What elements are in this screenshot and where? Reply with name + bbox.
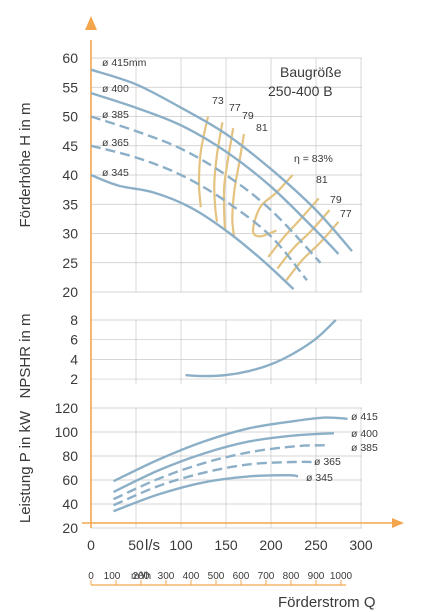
power-curve-1 <box>112 432 335 494</box>
grid-layer <box>90 57 362 585</box>
efficiency-label-7: 77 <box>340 208 352 220</box>
m3h-tick-label: 900 <box>308 571 325 582</box>
efficiency-curves-layer <box>197 116 340 281</box>
m3h-tick-label: 300 <box>158 571 175 582</box>
y-tick-label-power: 40 <box>62 496 78 512</box>
y-tick-label-power: 100 <box>55 424 79 440</box>
y-tick-label-head: 35 <box>62 196 78 212</box>
x-tick-label: 150 <box>214 537 238 553</box>
m3h-tick-label: 0 <box>88 571 94 582</box>
y-tick-label-npshr: 8 <box>70 312 78 328</box>
power-curve-3 <box>113 460 312 507</box>
y-tick-label-head: 25 <box>62 255 78 271</box>
power-curve-label-2: ø 385 <box>351 442 378 454</box>
x-tick-label: 50 <box>128 537 144 553</box>
efficiency-label-6: 79 <box>330 194 342 206</box>
y-tick-label-head: 50 <box>62 109 78 125</box>
x-axis-title: Förderstrom Q <box>278 594 376 611</box>
x-axis-arrow <box>392 518 404 528</box>
m3h-unit-label: m³/h <box>131 571 151 582</box>
y-tick-label-head: 55 <box>62 79 78 95</box>
y-tick-label-head: 30 <box>62 226 78 242</box>
efficiency-curve-3 <box>231 133 246 237</box>
x-tick-label: 0 <box>87 537 95 553</box>
chart-title: Baugröße <box>280 64 342 80</box>
y-tick-label-head: 20 <box>62 284 78 300</box>
x-tick-label: 100 <box>169 537 193 553</box>
power-curve-4 <box>113 473 299 513</box>
efficiency-curve-5 <box>267 197 320 258</box>
x-tick-label: 250 <box>304 537 328 553</box>
head-curve-label-4: ø 345 <box>102 167 129 179</box>
power-curve-label-4: ø 345 <box>306 472 333 484</box>
head-curve-3 <box>90 144 308 282</box>
axes-layer <box>82 16 404 586</box>
power-curve-label-1: ø 400 <box>351 428 378 440</box>
efficiency-label-1: 77 <box>229 102 241 114</box>
y-tick-label-power: 60 <box>62 472 78 488</box>
y-tick-label-head: 60 <box>62 50 78 66</box>
y-tick-label-power: 20 <box>62 520 78 536</box>
power-curve-label-3: ø 365 <box>314 456 341 468</box>
efficiency-curve-4 <box>251 174 294 238</box>
efficiency-label-3: 81 <box>256 122 268 134</box>
npshr-axis-title: NPSHR in m <box>17 313 34 398</box>
efficiency-label-2: 79 <box>242 110 254 122</box>
head-curve-label-2: ø 385 <box>102 109 129 121</box>
npshr-curve-0 <box>185 319 337 378</box>
m3h-tick-label: 700 <box>258 571 275 582</box>
m3h-tick-label: 600 <box>233 571 250 582</box>
y-tick-label-head: 45 <box>62 138 78 154</box>
flow-unit-label: l/s <box>145 537 160 554</box>
y-tick-label-power: 80 <box>62 448 78 464</box>
efficiency-curve-0 <box>197 116 210 208</box>
m3h-tick-label: 1000 <box>330 571 353 582</box>
y-axis-arrow <box>85 16 97 30</box>
efficiency-label-5: 81 <box>316 174 328 186</box>
head-curve-label-3: ø 365 <box>102 137 129 149</box>
power-curve-label-0: ø 415 <box>351 411 378 423</box>
head-curve-label-0: ø 415mm <box>102 57 147 69</box>
power-curve-2 <box>113 444 326 501</box>
head-axis-title: Förderhöhe H in m <box>17 102 34 227</box>
efficiency-curve-2 <box>222 128 235 231</box>
y-tick-label-npshr: 6 <box>70 332 78 348</box>
y-tick-label-head: 40 <box>62 167 78 183</box>
m3h-tick-label: 100 <box>104 571 121 582</box>
y-tick-label-power: 120 <box>55 400 79 416</box>
y-tick-label-npshr: 4 <box>70 351 78 367</box>
head-curve-2 <box>90 115 322 264</box>
curves-layer <box>90 68 353 513</box>
m3h-tick-label: 800 <box>283 571 300 582</box>
y-tick-label-npshr: 2 <box>70 371 78 387</box>
m3h-tick-label: 500 <box>208 571 225 582</box>
efficiency-label-0: 73 <box>212 95 224 107</box>
head-curve-1 <box>90 91 340 255</box>
x-tick-label: 300 <box>349 537 373 553</box>
m3h-tick-label: 400 <box>183 571 200 582</box>
efficiency-label-4: η = 83% <box>294 153 333 165</box>
efficiency-curve-6 <box>276 209 331 270</box>
head-curve-4 <box>90 173 295 290</box>
head-curve-0 <box>90 68 353 252</box>
x-tick-label: 200 <box>259 537 283 553</box>
power-curve-0 <box>112 416 348 483</box>
head-curve-label-1: ø 400 <box>102 83 129 95</box>
efficiency-curve-1 <box>213 122 224 222</box>
chart-subtitle: 250-400 B <box>268 83 333 99</box>
m3h-tick-label: 200 <box>133 571 150 582</box>
power-axis-title: Leistung P in kW <box>17 410 34 523</box>
